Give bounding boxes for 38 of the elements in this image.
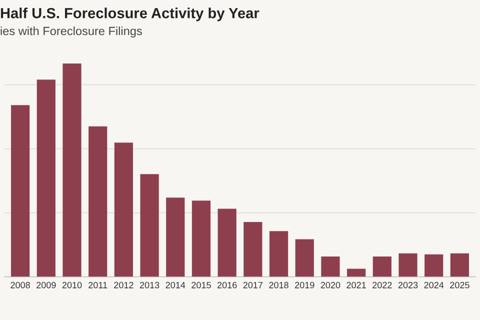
x-tick-label: 2010 (62, 282, 82, 288)
x-tick-label: 2014 (166, 282, 186, 288)
bar (450, 253, 469, 277)
chart-subtitle: ies with Foreclosure Filings (0, 26, 142, 38)
bar (192, 200, 211, 277)
x-tick-label: 2021 (346, 282, 366, 288)
bar (321, 256, 340, 277)
bar (11, 105, 30, 277)
bar (218, 208, 236, 277)
x-tick-label: 2012 (114, 282, 134, 288)
x-tick-label: 2016 (217, 282, 237, 288)
bar (114, 142, 133, 277)
bar (140, 174, 159, 277)
bar (244, 222, 262, 277)
chart-title: Half U.S. Foreclosure Activity by Year (0, 8, 260, 22)
x-tick-label: 2009 (36, 282, 56, 288)
x-tick-label: 2017 (243, 282, 263, 288)
x-tick-label: 2023 (398, 282, 418, 288)
x-tick-label: 2015 (192, 282, 211, 288)
x-tick-label: 2022 (372, 282, 392, 288)
bar (62, 63, 82, 277)
bar (398, 253, 418, 277)
bar (347, 268, 366, 277)
x-tick-label: 2025 (450, 282, 470, 288)
bar (424, 254, 444, 277)
x-tick-label: 2008 (10, 282, 30, 288)
bar (36, 80, 56, 277)
x-tick-label: 2024 (424, 282, 444, 288)
x-tick-label: 2019 (295, 282, 314, 288)
bar (269, 231, 288, 277)
x-tick-label: 2011 (88, 282, 108, 288)
bar (166, 198, 185, 277)
bar (88, 126, 108, 277)
x-tick-label: 2020 (320, 282, 340, 288)
bar (295, 239, 314, 277)
bar (372, 256, 392, 277)
x-tick-label: 2013 (140, 282, 160, 288)
x-tick-label: 2018 (269, 282, 288, 288)
